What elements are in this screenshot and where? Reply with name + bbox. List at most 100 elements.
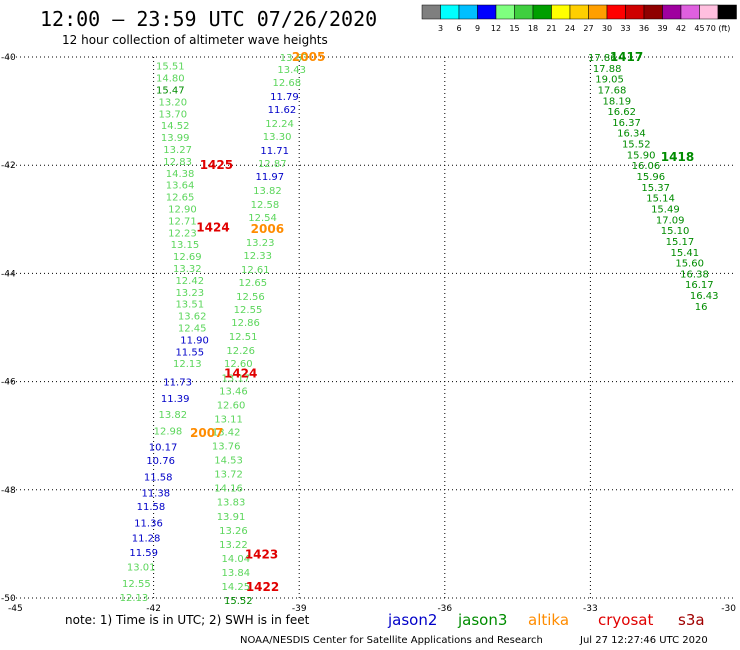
pass-number-label: 2007	[190, 426, 223, 440]
swh-value: 13.27	[163, 145, 192, 156]
swh-value: 12.98	[154, 426, 183, 437]
swh-value: 12.26	[226, 346, 255, 357]
swh-value: 12.90	[168, 204, 197, 215]
swh-value: 13.51	[175, 300, 204, 311]
swh-value: 13.83	[217, 498, 246, 509]
swh-value: 12.45	[178, 324, 207, 335]
colorbar-label: 6	[456, 24, 461, 33]
colorbar-label: 42	[676, 24, 686, 33]
swh-value: 12.23	[168, 228, 197, 239]
swh-value: 12.68	[273, 78, 302, 89]
swh-value: 13.11	[214, 414, 243, 425]
lon-tick-label: -39	[292, 604, 307, 614]
swh-value: 11.79	[270, 92, 299, 103]
swh-value: 12.71	[168, 216, 197, 227]
swh-value: 15.60	[675, 259, 704, 270]
swh-value: 11.71	[260, 146, 289, 157]
pass-number-label: 1422	[246, 580, 279, 594]
lon-tick-label: -45	[8, 604, 23, 614]
swh-value: 12.61	[241, 265, 270, 276]
swh-value: 12.60	[217, 400, 246, 411]
map-grid	[8, 56, 736, 599]
swh-value: 16.34	[617, 129, 646, 140]
colorbar-label: 21	[546, 24, 556, 33]
lon-tick-label: -30	[721, 604, 736, 614]
swh-value: 15.47	[156, 85, 185, 96]
swh-value: 10.17	[149, 443, 178, 454]
swh-value: 12.54	[248, 213, 277, 224]
colorbar-swatch	[569, 4, 589, 20]
swh-value: 13.01	[127, 563, 156, 574]
swh-value: 17.86	[588, 53, 617, 64]
swh-value: 14.80	[156, 74, 185, 85]
colorbar-label: 33	[620, 24, 630, 33]
colorbar-legend: 3 6 9 12 15 18 21 24 27 30 33 36 39 42 45 70 (ft)	[421, 4, 737, 33]
swh-value: 16.62	[607, 107, 636, 118]
pass-number-label: 2005	[292, 50, 325, 64]
swh-value: 12.87	[258, 159, 287, 170]
lat-tick-label: -50	[1, 594, 16, 604]
swh-value: 12.55	[234, 305, 263, 316]
legend-altika: altika	[528, 611, 569, 629]
swh-value: 16.17	[685, 280, 714, 291]
swh-value: 11.90	[180, 335, 209, 346]
swh-value: 15.49	[651, 204, 680, 215]
swh-value: 12.13	[173, 359, 202, 370]
swh-value: 15.96	[637, 172, 666, 183]
swh-value: 11.58	[137, 502, 166, 513]
colorbar-swatch	[514, 4, 534, 20]
swh-value: 13.62	[178, 312, 207, 323]
swh-value: 12.55	[122, 579, 151, 590]
page-subtitle: 12 hour collection of altimeter wave hei…	[62, 33, 328, 47]
credit-line: NOAA/NESDIS Center for Satellite Applica…	[240, 635, 543, 646]
colorbar-label: 36	[639, 24, 649, 33]
swh-value: 13.30	[263, 132, 292, 143]
swh-value: 12.51	[229, 332, 258, 343]
swh-value: 14.38	[166, 169, 195, 180]
colorbar-swatch	[421, 4, 441, 20]
swh-value: 10.76	[146, 456, 175, 467]
swh-value: 13.26	[219, 526, 248, 537]
lat-tick-label: -42	[1, 161, 16, 171]
swh-value: 13.46	[219, 386, 248, 397]
swh-value: 13.22	[219, 540, 248, 551]
colorbar-label: 3	[438, 24, 443, 33]
timestamp: Jul 27 12:27:46 UTC 2020	[579, 635, 708, 646]
swh-value: 18.19	[603, 96, 632, 107]
swh-value: 13.64	[166, 181, 195, 192]
colorbar-label: 45	[694, 24, 704, 33]
swh-value: 15.41	[670, 248, 699, 259]
colorbar-swatch	[680, 4, 700, 20]
colorbar-swatch	[477, 4, 497, 20]
pass-number-label: 1425	[200, 158, 233, 172]
colorbar-label: 30	[602, 24, 612, 33]
swh-value: 16.37	[612, 118, 641, 129]
swh-value: 12.83	[163, 157, 192, 168]
swh-value: 17.09	[656, 215, 685, 226]
colorbar-label: 24	[565, 24, 575, 33]
swh-value: 13.23	[246, 238, 275, 249]
swh-value: 13.82	[158, 410, 187, 421]
swh-value: 15.52	[224, 596, 253, 607]
pass-number-label: 1424	[224, 366, 257, 380]
swh-value: 15.10	[661, 226, 690, 237]
swh-value: 15.37	[641, 183, 670, 194]
swh-value: 16.06	[632, 161, 661, 172]
pass-number-label: 1423	[245, 548, 278, 562]
colorbar-label: 39	[657, 24, 667, 33]
swh-value: 12.13	[120, 593, 149, 604]
satellite-legend: jason2 jason3 altika cryosat s3a	[387, 611, 705, 629]
swh-value: 13.91	[217, 512, 246, 523]
colorbar-swatch	[643, 4, 663, 20]
colorbar-swatch	[551, 4, 571, 20]
pass-number-label: 1424	[196, 220, 229, 234]
swh-value: 15.14	[646, 194, 675, 205]
colorbar-label: 27	[583, 24, 593, 33]
swh-value: 12.65	[166, 193, 195, 204]
swh-value: 11.62	[268, 105, 297, 116]
swh-value: 15.51	[156, 62, 185, 73]
lon-tick-label: -42	[146, 604, 161, 614]
swh-value: 12.24	[265, 119, 294, 130]
colorbar-swatch	[458, 4, 478, 20]
